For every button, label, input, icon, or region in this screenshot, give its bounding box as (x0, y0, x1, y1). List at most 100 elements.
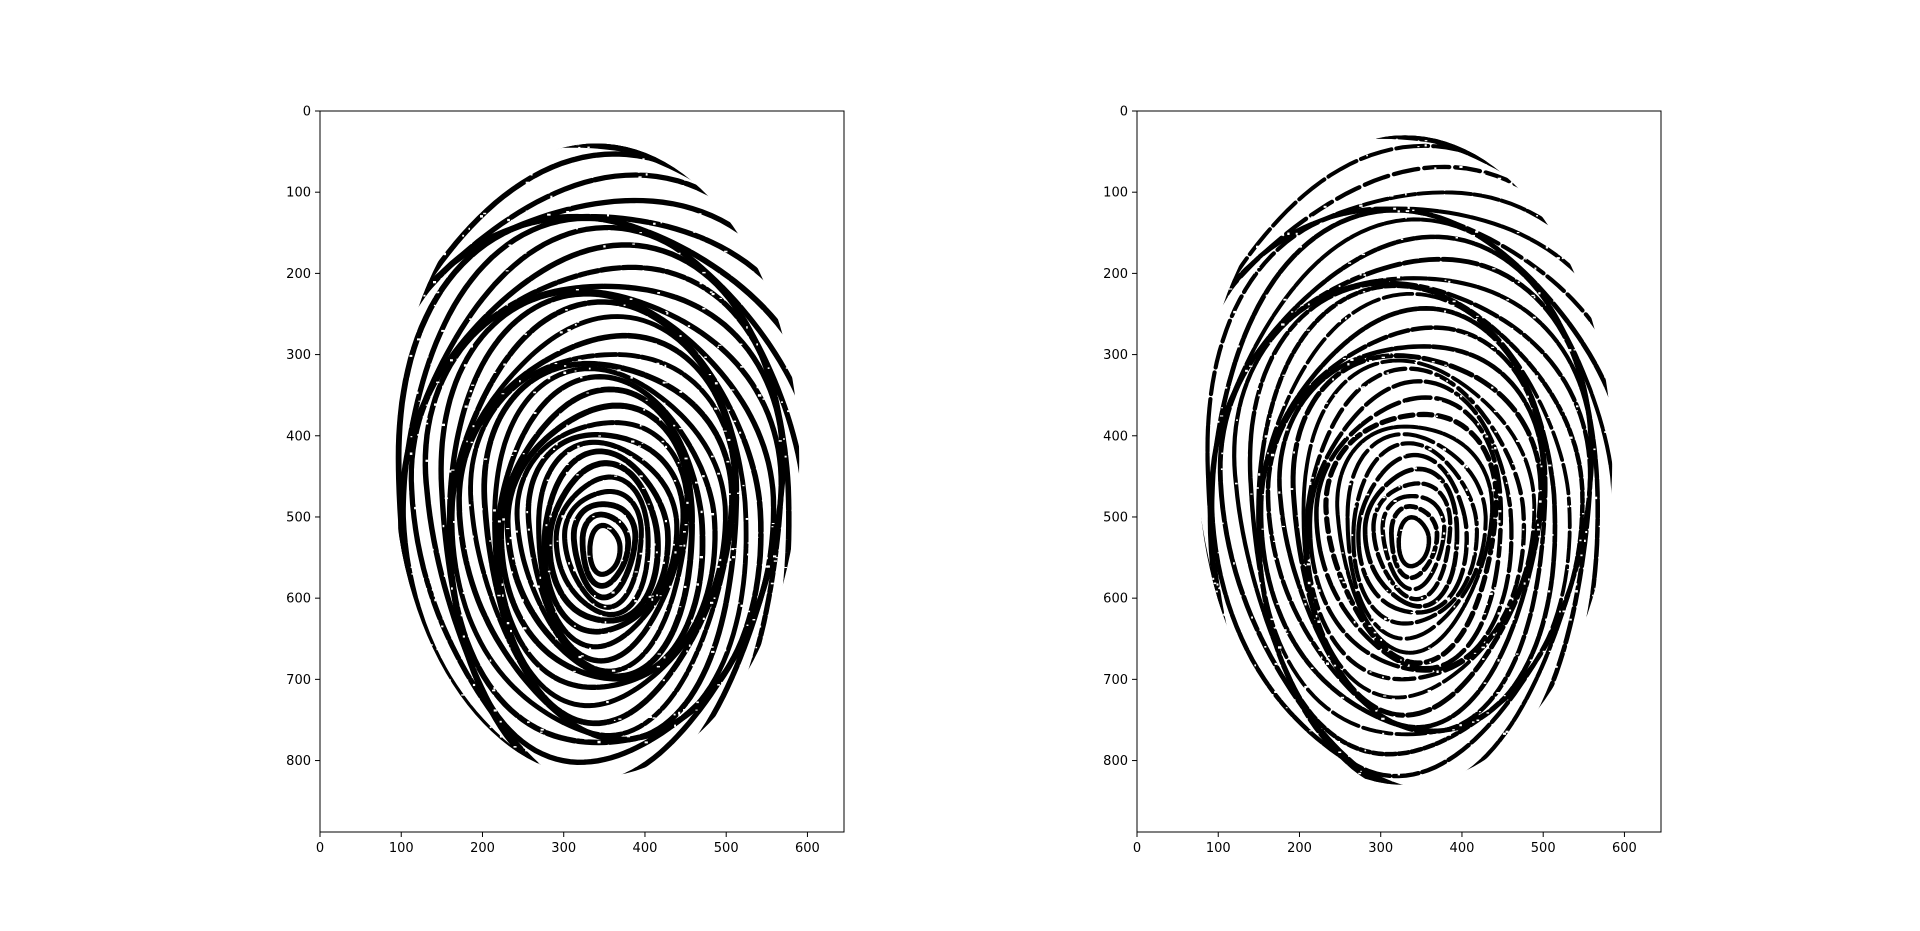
noise-speck (727, 438, 731, 441)
noise-speck (743, 363, 746, 365)
noise-speck (1273, 730, 1276, 733)
noise-speck (1604, 141, 1608, 144)
noise-speck (451, 587, 453, 590)
noise-speck (1263, 762, 1266, 765)
noise-speck (1566, 505, 1570, 508)
noise-speck (1296, 770, 1299, 773)
noise-speck (767, 148, 770, 151)
noise-speck (627, 530, 630, 533)
noise-speck (1534, 267, 1537, 270)
ridge-line (1323, 411, 1499, 666)
noise-speck (1519, 769, 1522, 771)
noise-speck (1547, 696, 1551, 698)
noise-speck (714, 407, 718, 410)
noise-speck (1252, 152, 1257, 154)
noise-speck (1373, 579, 1375, 581)
ridge-line (449, 314, 749, 742)
noise-speck (791, 371, 794, 374)
noise-speck (1323, 205, 1327, 208)
noise-speck (1455, 236, 1458, 239)
noise-speck (1448, 774, 1450, 777)
x-tick-label: 300 (1368, 841, 1393, 856)
noise-speck (769, 288, 774, 291)
y-tick-label: 700 (286, 673, 311, 688)
noise-speck (577, 445, 580, 448)
noise-speck (685, 746, 687, 749)
noise-speck (1453, 351, 1456, 353)
noise-speck (745, 518, 749, 520)
noise-speck (497, 768, 500, 770)
noise-speck (1251, 552, 1254, 554)
noise-speck (1594, 276, 1597, 278)
y-tick-label: 0 (303, 105, 311, 120)
noise-speck (447, 679, 451, 682)
noise-speck (1260, 764, 1265, 767)
noise-speck (780, 286, 784, 288)
noise-speck (578, 655, 582, 659)
ridge-line (393, 151, 800, 777)
noise-speck (1615, 209, 1617, 210)
noise-speck (574, 645, 577, 647)
noise-speck (717, 684, 721, 686)
noise-speck (604, 499, 607, 501)
noise-speck (1427, 781, 1430, 784)
noise-speck (1256, 245, 1260, 249)
y-tick-label: 200 (286, 267, 311, 282)
noise-speck (1333, 664, 1337, 667)
noise-speck (1517, 782, 1521, 784)
noise-speck (785, 367, 788, 369)
noise-speck (1293, 293, 1297, 296)
noise-speck (1317, 267, 1320, 269)
noise-speck (733, 420, 737, 423)
noise-speck (418, 400, 421, 402)
noise-speck (794, 379, 797, 381)
noise-speck (708, 678, 711, 681)
noise-speck (594, 263, 597, 265)
noise-speck (1348, 782, 1352, 785)
noise-speck (1520, 291, 1524, 294)
y-tick-label: 800 (1103, 754, 1128, 769)
noise-speck (696, 535, 700, 538)
noise-speck (1550, 753, 1552, 755)
noise-speck (1343, 572, 1346, 574)
noise-speck (724, 259, 728, 261)
noise-speck (499, 720, 502, 723)
noise-speck (1397, 210, 1400, 213)
noise-speck (775, 484, 777, 486)
noise-speck (1435, 187, 1438, 189)
noise-speck (1306, 329, 1310, 331)
noise-speck (416, 727, 420, 730)
noise-speck (1226, 210, 1231, 213)
noise-speck (573, 670, 576, 672)
noise-speck (802, 378, 804, 379)
noise-speck (1344, 777, 1347, 779)
noise-speck (1342, 569, 1346, 573)
noise-speck (1390, 511, 1395, 513)
noise-speck (1397, 759, 1401, 762)
noise-speck (1285, 699, 1288, 702)
noise-speck (788, 672, 791, 675)
noise-speck (774, 743, 778, 746)
noise-speck (436, 648, 440, 651)
noise-speck (494, 243, 497, 245)
noise-speck (419, 654, 422, 656)
noise-speck (503, 363, 506, 366)
noise-speck (1321, 425, 1325, 428)
noise-speck (580, 655, 584, 657)
noise-speck (598, 435, 602, 437)
noise-speck (798, 760, 800, 763)
noise-speck (1389, 552, 1392, 555)
noise-speck (1544, 535, 1548, 537)
noise-speck (420, 354, 422, 357)
noise-speck (1370, 235, 1373, 239)
noise-speck (1512, 582, 1515, 586)
noise-speck (1479, 574, 1483, 576)
noise-speck (525, 181, 530, 184)
noise-speck (1616, 365, 1619, 367)
x-tick-label: 0 (316, 841, 324, 856)
noise-speck (1476, 719, 1480, 722)
noise-speck (1591, 350, 1595, 352)
noise-speck (1497, 177, 1502, 180)
noise-speck (549, 544, 552, 547)
noise-speck (1391, 698, 1395, 701)
